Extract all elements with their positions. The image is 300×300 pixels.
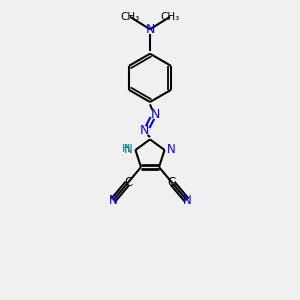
Text: N: N bbox=[140, 124, 149, 137]
Text: N: N bbox=[145, 23, 155, 36]
Text: CH₃: CH₃ bbox=[120, 12, 140, 22]
Text: C: C bbox=[124, 176, 133, 189]
Text: N: N bbox=[167, 143, 176, 157]
Text: N: N bbox=[151, 108, 160, 121]
Text: N: N bbox=[182, 194, 191, 207]
Text: H: H bbox=[122, 144, 130, 154]
Text: N: N bbox=[124, 143, 133, 157]
Text: CH₃: CH₃ bbox=[160, 12, 180, 22]
Text: C: C bbox=[167, 176, 175, 189]
Text: N: N bbox=[109, 194, 118, 207]
